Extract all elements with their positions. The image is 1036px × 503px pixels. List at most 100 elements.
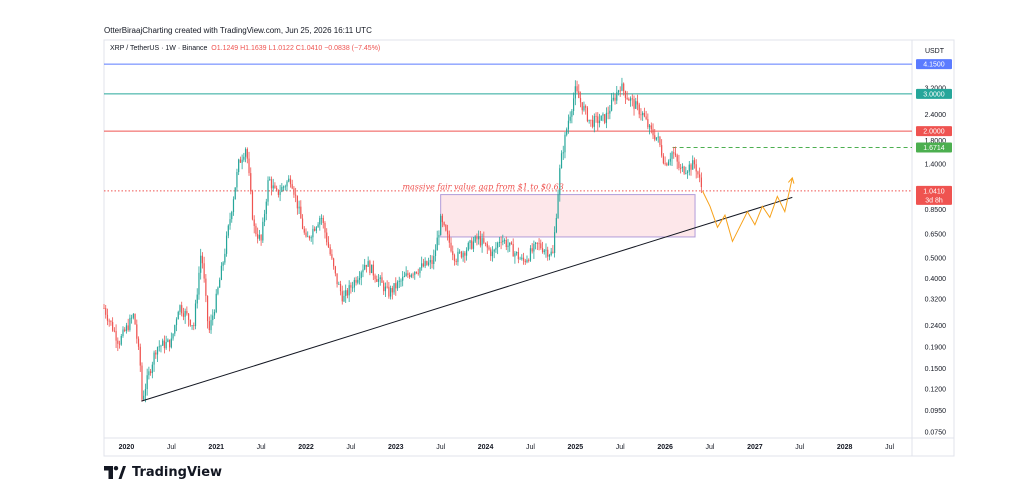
fvg-box xyxy=(440,194,696,238)
candle-body xyxy=(357,279,359,283)
candle-body xyxy=(569,116,571,121)
candle-body xyxy=(279,191,281,195)
candle-body xyxy=(426,261,428,265)
candle-body xyxy=(578,91,580,99)
candle-body xyxy=(424,261,426,267)
candle-body xyxy=(479,236,481,246)
candle-body xyxy=(700,177,702,188)
time-axis[interactable]: 2020 Jul 2021 Jul 2022 Jul 2023 Jul 2024 Jul 2025 J… xyxy=(119,444,895,451)
candle-body xyxy=(205,278,207,296)
candle-body xyxy=(307,236,309,238)
candle-body xyxy=(564,134,566,153)
candle-body xyxy=(647,119,649,128)
candle-body xyxy=(574,86,576,99)
candle-body xyxy=(296,195,298,209)
price-tag-label: 3.0000 xyxy=(923,91,945,98)
candle-body xyxy=(631,98,633,100)
candle-body xyxy=(512,244,514,257)
candle-body xyxy=(550,251,552,256)
candle-body xyxy=(476,236,478,240)
candle-body xyxy=(289,178,292,185)
candle-body xyxy=(253,219,255,226)
tradingview-brand-name: TradingView xyxy=(132,465,223,480)
price-axis[interactable]: 3.20002.40001.80001.40001.00000.85000.65… xyxy=(925,86,947,437)
candle-body xyxy=(343,295,345,302)
fair-value-gap xyxy=(440,194,696,238)
candle-body xyxy=(422,263,425,267)
candle-body xyxy=(177,311,179,320)
candle-body xyxy=(269,179,271,181)
support-trendline[interactable] xyxy=(141,196,793,402)
candle-body xyxy=(117,340,119,344)
candle-body xyxy=(295,194,297,196)
candle-body xyxy=(219,279,221,288)
candle-body xyxy=(246,149,248,159)
candle-body xyxy=(607,112,609,114)
candle-body xyxy=(339,284,342,292)
candle-body xyxy=(510,242,513,245)
candle-body xyxy=(536,242,538,244)
candle-body xyxy=(291,184,293,189)
candle-body xyxy=(329,247,331,255)
candle-body xyxy=(517,252,519,260)
candle-body xyxy=(376,279,378,282)
tradingview-logo[interactable]: TradingView xyxy=(104,465,222,480)
countdown-label: 3d 8h xyxy=(925,197,943,204)
candle-body xyxy=(697,171,699,175)
price-tick-label: 1.4000 xyxy=(925,161,947,168)
candle-body xyxy=(270,179,273,189)
candle-body xyxy=(427,262,430,265)
fvg-annotation: massive fair value gap from $1 to $0.63 xyxy=(402,183,563,192)
candle-body xyxy=(629,98,632,101)
candle-body xyxy=(671,152,673,159)
candle-body xyxy=(383,282,385,292)
time-tick-label: 2024 xyxy=(478,444,494,451)
candle-body xyxy=(282,186,285,188)
candle-body xyxy=(248,158,250,174)
candle-body xyxy=(155,352,157,355)
candle-body xyxy=(490,249,492,257)
candle-body xyxy=(562,152,564,154)
candle-body xyxy=(471,240,473,249)
trendline[interactable] xyxy=(141,196,793,402)
candle-body xyxy=(412,274,414,276)
candle-body xyxy=(324,222,326,233)
candle-body xyxy=(566,129,568,135)
candle-body xyxy=(554,232,556,253)
candle-body xyxy=(538,243,540,245)
candle-body xyxy=(244,149,247,157)
candle-body xyxy=(685,173,687,174)
price-tick-label: 2.4000 xyxy=(925,112,947,119)
candle-body xyxy=(345,290,347,296)
candle-body xyxy=(353,279,355,288)
candle-body xyxy=(389,288,392,297)
candle-body xyxy=(103,308,105,309)
candle-body xyxy=(403,275,406,277)
candle-body xyxy=(158,346,160,348)
candle-body xyxy=(408,275,411,278)
candle-body xyxy=(213,312,216,316)
candle-body xyxy=(683,166,685,174)
symbol-name[interactable]: XRP / TetherUS · 1W · Binance xyxy=(110,45,208,52)
candle-body xyxy=(491,251,494,257)
candle-body xyxy=(258,235,260,239)
tradingview-logo-icon xyxy=(104,466,126,479)
candle-body xyxy=(355,279,357,283)
candle-body xyxy=(362,269,364,273)
price-tag xyxy=(916,126,952,137)
candle-body xyxy=(118,343,121,345)
candle-body xyxy=(681,166,683,169)
candle-body xyxy=(172,333,174,339)
candle-body xyxy=(462,252,464,258)
candle-body xyxy=(115,330,117,341)
candle-body xyxy=(232,199,235,212)
candle-body xyxy=(524,260,526,263)
candle-body xyxy=(222,262,224,266)
price-tag xyxy=(916,59,952,70)
candle-body xyxy=(516,252,518,254)
candle-body xyxy=(384,286,387,292)
candle-body xyxy=(305,232,307,237)
candle-body xyxy=(272,185,274,189)
candles xyxy=(103,77,702,403)
